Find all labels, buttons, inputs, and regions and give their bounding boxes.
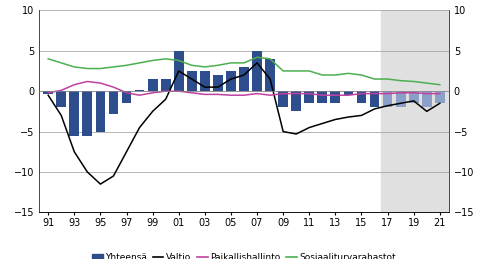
- Bar: [305, 91, 314, 103]
- Bar: [213, 75, 223, 91]
- Bar: [187, 71, 197, 91]
- Bar: [344, 91, 353, 95]
- Bar: [239, 67, 249, 91]
- Bar: [69, 91, 79, 136]
- Bar: [265, 59, 275, 91]
- Bar: [148, 79, 158, 91]
- Bar: [108, 91, 119, 114]
- Bar: [369, 91, 380, 107]
- Bar: [435, 91, 445, 103]
- Bar: [43, 91, 53, 93]
- Bar: [422, 91, 432, 107]
- Bar: [135, 90, 144, 91]
- Bar: [291, 91, 301, 111]
- Bar: [396, 91, 406, 107]
- Bar: [82, 91, 92, 136]
- Bar: [252, 51, 262, 91]
- Bar: [278, 91, 288, 107]
- Bar: [122, 91, 131, 103]
- Bar: [96, 91, 105, 132]
- Bar: [200, 71, 210, 91]
- Legend: Yhteensä, Valtio, Paikallishallinto, Sosiaaliturvarahastot: Yhteensä, Valtio, Paikallishallinto, Sos…: [88, 249, 400, 259]
- Bar: [409, 91, 419, 103]
- Bar: [226, 71, 236, 91]
- Bar: [381, 10, 447, 212]
- Bar: [56, 91, 66, 107]
- Bar: [174, 51, 183, 91]
- Bar: [357, 91, 366, 103]
- Bar: [317, 91, 327, 103]
- Bar: [383, 91, 392, 107]
- Bar: [161, 79, 171, 91]
- Bar: [330, 91, 340, 103]
